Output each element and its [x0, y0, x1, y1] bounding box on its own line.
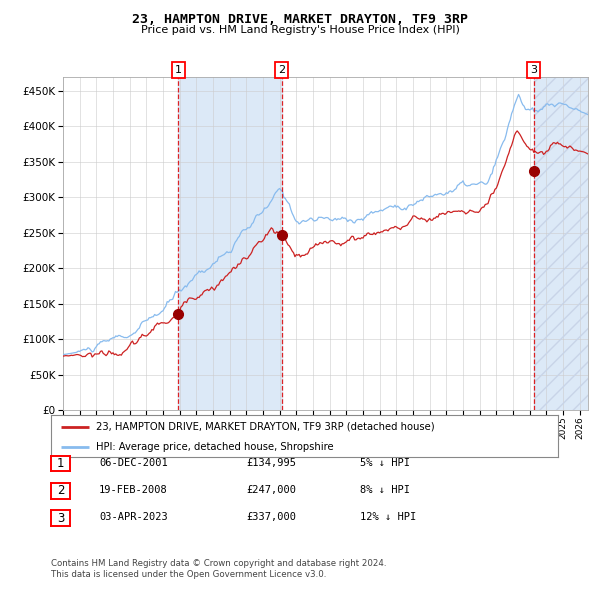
- Text: Price paid vs. HM Land Registry's House Price Index (HPI): Price paid vs. HM Land Registry's House …: [140, 25, 460, 35]
- Text: £134,995: £134,995: [246, 458, 296, 468]
- Text: 5% ↓ HPI: 5% ↓ HPI: [360, 458, 410, 468]
- Text: 2: 2: [278, 65, 286, 75]
- Bar: [178, 77, 282, 410]
- Text: £247,000: £247,000: [246, 486, 296, 495]
- Text: 19-FEB-2008: 19-FEB-2008: [99, 486, 168, 495]
- Text: 8% ↓ HPI: 8% ↓ HPI: [360, 486, 410, 495]
- Bar: [534, 77, 588, 410]
- Text: 3: 3: [57, 512, 64, 525]
- Text: 23, HAMPTON DRIVE, MARKET DRAYTON, TF9 3RP (detached house): 23, HAMPTON DRIVE, MARKET DRAYTON, TF9 3…: [95, 422, 434, 432]
- Text: 06-DEC-2001: 06-DEC-2001: [99, 458, 168, 468]
- Text: HPI: Average price, detached house, Shropshire: HPI: Average price, detached house, Shro…: [95, 442, 333, 451]
- Text: 23, HAMPTON DRIVE, MARKET DRAYTON, TF9 3RP: 23, HAMPTON DRIVE, MARKET DRAYTON, TF9 3…: [132, 13, 468, 26]
- Text: Contains HM Land Registry data © Crown copyright and database right 2024.
This d: Contains HM Land Registry data © Crown c…: [51, 559, 386, 579]
- Text: 2: 2: [57, 484, 64, 497]
- Text: 12% ↓ HPI: 12% ↓ HPI: [360, 513, 416, 522]
- Text: 3: 3: [530, 65, 538, 75]
- Text: £337,000: £337,000: [246, 513, 296, 522]
- Text: 1: 1: [57, 457, 64, 470]
- Text: 1: 1: [175, 65, 182, 75]
- Text: 03-APR-2023: 03-APR-2023: [99, 513, 168, 522]
- Bar: [534, 77, 588, 410]
